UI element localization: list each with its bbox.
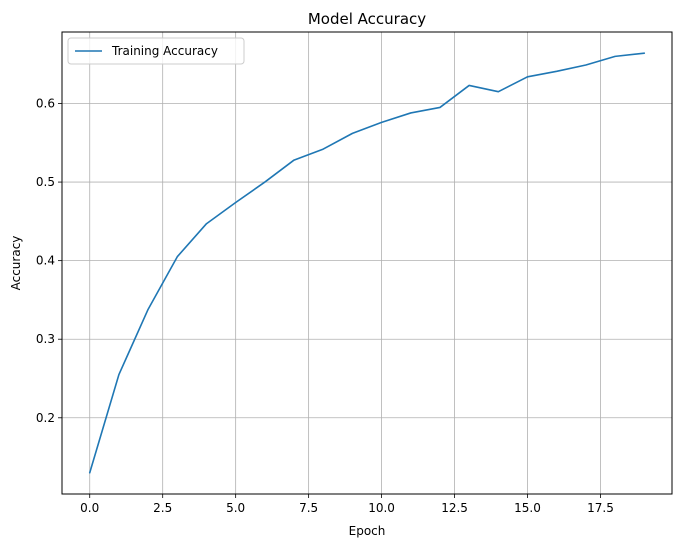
x-tick-label: 5.0 bbox=[226, 501, 245, 515]
x-axis-label: Epoch bbox=[349, 524, 386, 538]
x-axis-ticks: 0.0 2.5 5.0 7.5 10.0 12.5 15.0 17.5 bbox=[80, 494, 614, 515]
plot-frame bbox=[61, 31, 673, 495]
x-tick-label: 12.5 bbox=[441, 501, 468, 515]
x-tick-label: 15.0 bbox=[514, 501, 541, 515]
legend-box bbox=[67, 37, 245, 65]
y-tick-label: 0.3 bbox=[36, 332, 55, 346]
x-tick-label: 7.5 bbox=[299, 501, 318, 515]
x-tick-label: 0.0 bbox=[80, 501, 99, 515]
legend: Training Accuracy bbox=[67, 37, 245, 65]
y-axis-label: Accuracy bbox=[9, 236, 23, 291]
series-line-training-accuracy bbox=[88, 52, 646, 474]
y-tick-label: 0.5 bbox=[36, 175, 55, 189]
y-tick-label: 0.2 bbox=[36, 411, 55, 425]
y-axis-ticks: 0.2 0.3 0.4 0.5 0.6 bbox=[36, 97, 62, 425]
legend-label-training-accuracy: Training Accuracy bbox=[111, 44, 218, 58]
x-tick-label: 2.5 bbox=[153, 501, 172, 515]
x-tick-label: 10.0 bbox=[368, 501, 395, 515]
y-tick-label: 0.4 bbox=[36, 254, 55, 268]
y-tick-label: 0.6 bbox=[36, 97, 55, 111]
series-layer bbox=[88, 52, 646, 474]
x-tick-label: 17.5 bbox=[587, 501, 614, 515]
grid-lines bbox=[62, 32, 672, 494]
chart-title: Model Accuracy bbox=[308, 10, 426, 28]
